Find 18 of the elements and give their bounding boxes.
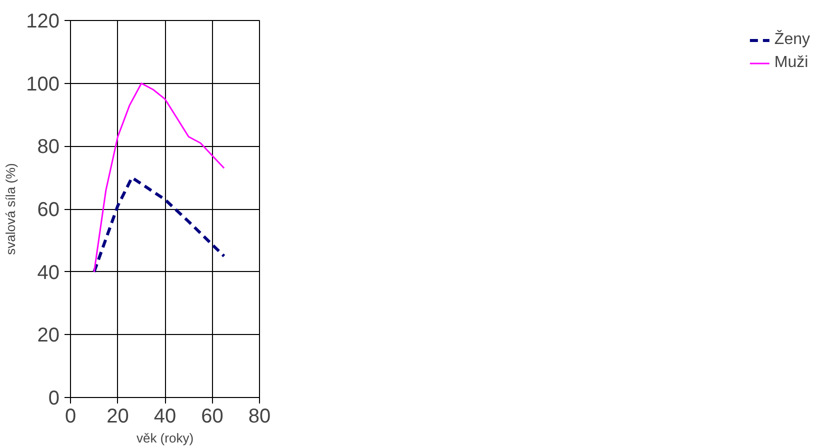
x-tick-label: 60 <box>201 406 224 428</box>
y-tick-label: 20 <box>37 324 60 347</box>
legend-label: Ženy <box>774 31 810 49</box>
y-tick-label: 120 <box>26 10 60 32</box>
line-series <box>92 176 226 274</box>
x-tick-label: 40 <box>154 406 176 428</box>
y-axis-title: svalová síla (%) <box>3 163 18 255</box>
y-tick-label: 0 <box>48 388 60 410</box>
line-series <box>93 82 225 273</box>
y-tick-label: 40 <box>37 262 60 284</box>
x-axis-title: věk (roky) <box>136 430 194 446</box>
y-tick-label: 60 <box>37 199 60 221</box>
x-tick-label: 80 <box>248 406 271 428</box>
x-tick-label: 0 <box>64 406 76 428</box>
x-tick-label: 20 <box>106 406 129 428</box>
y-tick-label: 100 <box>26 73 60 96</box>
legend-label: Muži <box>774 54 808 72</box>
y-tick-label: 80 <box>37 136 60 158</box>
